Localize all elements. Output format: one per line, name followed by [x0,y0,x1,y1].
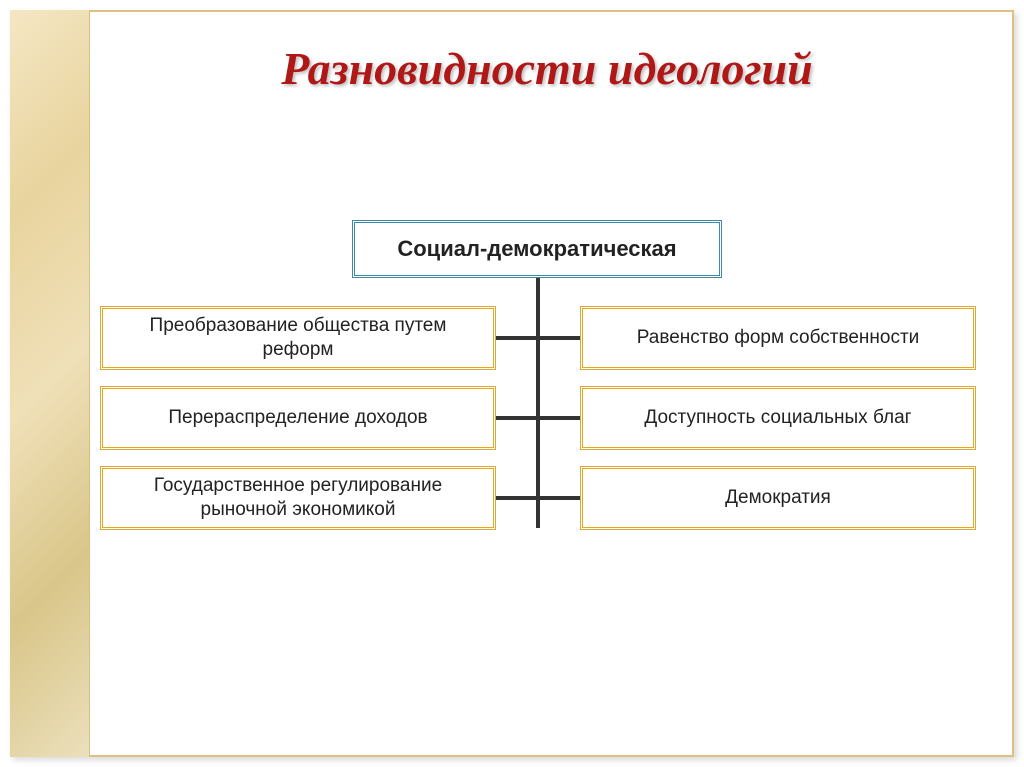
leaf-label: Доступность социальных благ [644,406,911,430]
slide-border [10,10,1014,757]
connector-branch [496,496,540,500]
leaf-label: Равенство форм собственности [637,326,920,350]
slide-title: Разновидности идеологий [100,42,994,95]
leaf-label: Демократия [725,486,831,510]
leaf-label: Государственное регулирование рыночной э… [113,474,483,522]
connector-branch [538,336,582,340]
leaf-label: Перераспределение доходов [168,406,427,430]
leaf-node: Доступность социальных благ [580,386,976,450]
decorative-side-strip [10,10,90,757]
leaf-node: Равенство форм собственности [580,306,976,370]
root-node: Социал-демократическая [352,220,722,278]
leaf-node: Преобразование общества путем реформ [100,306,496,370]
root-label: Социал-демократическая [397,236,676,262]
connector-trunk [536,278,540,528]
connector-branch [496,336,540,340]
leaf-label: Преобразование общества путем реформ [113,314,483,362]
leaf-node: Демократия [580,466,976,530]
connector-branch [538,496,582,500]
connector-branch [496,416,540,420]
connector-branch [538,416,582,420]
leaf-node: Перераспределение доходов [100,386,496,450]
leaf-node: Государственное регулирование рыночной э… [100,466,496,530]
